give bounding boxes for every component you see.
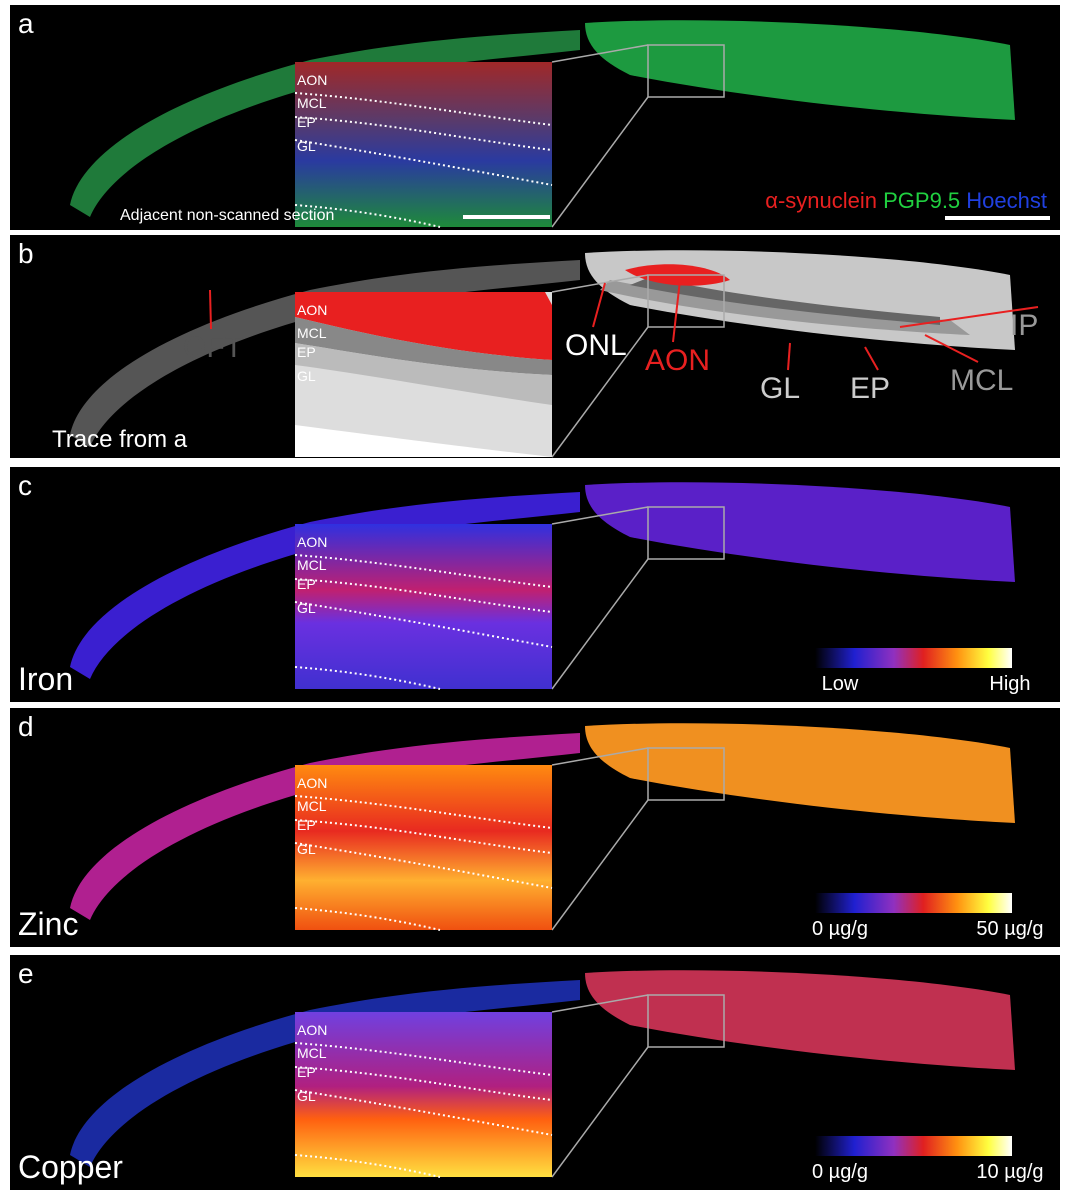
panel-note: Trace from a: [52, 426, 188, 453]
layer-label: EP: [297, 576, 316, 592]
panel: b AON MCL EP GL Trace from a OFT ONL AON GL EP MCL I…: [10, 235, 1060, 458]
region-label: GL: [760, 372, 800, 405]
legend-entry: Hoechst: [966, 188, 1047, 213]
stain-legend: α-synuclein PGP9.5 Hoechst: [765, 188, 1047, 213]
colorbar-label: 0 µg/g: [812, 1161, 868, 1183]
layer-label: AON: [297, 534, 327, 550]
colorbar-label: Low: [822, 673, 859, 695]
layer-label: MCL: [297, 95, 327, 111]
figure: a AON MCL EP GL Adjacent non-scanned section α…: [0, 0, 1068, 1190]
colorbar-label: 50 µg/g: [976, 918, 1043, 940]
layer-label: MCL: [297, 557, 327, 573]
layer-label: AON: [297, 72, 327, 88]
region-label: MCL: [950, 364, 1013, 397]
layer-label: GL: [297, 368, 316, 384]
layer-label: GL: [297, 138, 316, 154]
layer-label: EP: [297, 817, 316, 833]
panel-letter: e: [18, 958, 34, 989]
panel: c AON MCL EP GL Iron Low High: [10, 467, 1060, 702]
panel-letter: c: [18, 470, 32, 501]
panel-letter: b: [18, 238, 34, 269]
label-leader: [210, 290, 211, 329]
layer-label: MCL: [297, 798, 327, 814]
element-name: Zinc: [18, 906, 78, 942]
layer-label: EP: [297, 1064, 316, 1080]
legend-entry: PGP9.5: [883, 188, 966, 213]
legend-entry: α-synuclein: [765, 188, 883, 213]
colorbar-label: 10 µg/g: [976, 1161, 1043, 1183]
region-label: AON: [645, 344, 710, 377]
region-label: ONL: [565, 329, 627, 362]
layer-label: AON: [297, 302, 327, 318]
panel-letter: d: [18, 711, 34, 742]
colorbar-label: 0 µg/g: [812, 918, 868, 940]
panel: a AON MCL EP GL Adjacent non-scanned section α…: [10, 5, 1060, 230]
region-label: IP: [1010, 309, 1038, 342]
panel-note: Adjacent non-scanned section: [120, 207, 334, 224]
layer-label: AON: [297, 1022, 327, 1038]
colorbar: [815, 893, 1012, 913]
panel: d AON MCL EP GL Zinc 0 µg/g 50 µg/g: [10, 708, 1060, 947]
layer-label: MCL: [297, 325, 327, 341]
layer-label: GL: [297, 600, 316, 616]
panel: e AON MCL EP GL Copper 0 µg/g 10 µg/g: [10, 955, 1060, 1190]
layer-label: GL: [297, 841, 316, 857]
region-label: OFT: [183, 331, 243, 364]
panel-letter: a: [18, 8, 34, 39]
layer-label: MCL: [297, 1045, 327, 1061]
layer-label: GL: [297, 1088, 316, 1104]
colorbar: [815, 648, 1012, 668]
element-name: Iron: [18, 661, 73, 697]
layer-label: EP: [297, 344, 316, 360]
element-name: Copper: [18, 1149, 123, 1185]
layer-label: EP: [297, 114, 316, 130]
region-label: EP: [850, 372, 890, 405]
colorbar: [815, 1136, 1012, 1156]
layer-label: AON: [297, 775, 327, 791]
colorbar-label: High: [989, 673, 1030, 695]
